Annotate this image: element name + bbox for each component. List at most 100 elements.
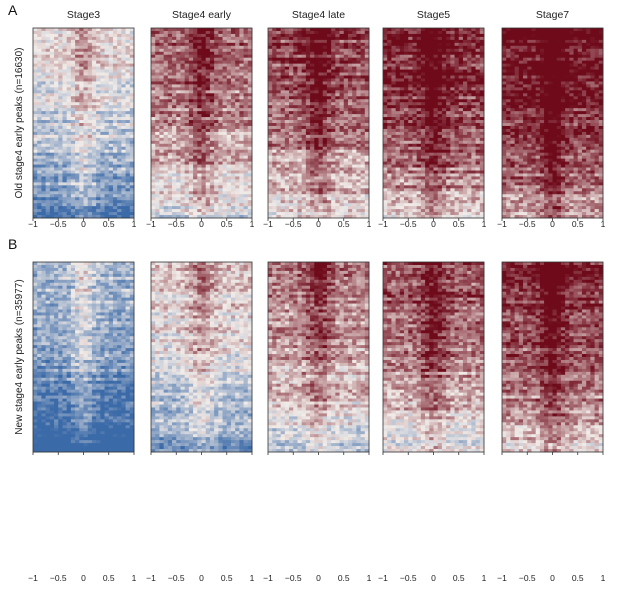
heatmap-cell xyxy=(58,197,63,201)
heatmap-cell xyxy=(310,72,315,76)
heatmap-cell xyxy=(45,155,51,160)
heatmap-cell xyxy=(420,51,426,56)
heatmap-cell xyxy=(176,93,181,97)
heatmap-cell xyxy=(79,48,84,53)
heatmap-cell xyxy=(121,60,126,65)
heatmap-cell xyxy=(339,75,345,79)
heatmap-cell xyxy=(188,188,194,192)
heatmap-cell xyxy=(467,45,472,50)
heatmap-cell xyxy=(209,128,215,133)
heatmap-cell xyxy=(347,203,353,207)
heatmap-cell xyxy=(45,158,51,162)
heatmap-cell xyxy=(335,152,340,157)
heatmap-cell xyxy=(75,170,80,174)
heatmap-cell xyxy=(360,215,366,219)
heatmap-cell xyxy=(347,36,353,41)
heatmap-cell xyxy=(335,111,340,115)
heatmap-cell xyxy=(364,96,370,100)
heatmap-cell xyxy=(163,99,169,103)
heatmap-cell xyxy=(335,66,340,70)
heatmap-cell xyxy=(49,54,55,59)
heatmap-cell xyxy=(188,33,194,38)
heatmap-cell xyxy=(91,164,97,168)
heatmap-cell xyxy=(326,206,332,210)
heatmap-cell xyxy=(66,176,72,180)
heatmap-cell xyxy=(305,212,311,216)
heatmap-cell xyxy=(180,51,186,56)
heatmap-cell xyxy=(383,48,388,53)
heatmap-cell xyxy=(121,182,126,186)
heatmap-cell xyxy=(125,69,131,73)
heatmap-cell xyxy=(247,90,253,94)
heatmap-cell xyxy=(441,48,447,53)
heatmap-cell xyxy=(360,143,366,148)
heatmap-cell xyxy=(41,111,47,115)
heatmap-cell xyxy=(475,42,481,47)
heatmap-cell xyxy=(129,212,135,216)
heatmap-cell xyxy=(293,90,298,94)
heatmap-cell xyxy=(331,108,336,112)
heatmap-cell xyxy=(45,152,51,157)
heatmap-cell xyxy=(104,54,110,59)
heatmap-cell xyxy=(314,143,319,148)
heatmap-cell xyxy=(75,39,80,44)
heatmap-cell xyxy=(322,78,328,82)
heatmap-cell xyxy=(318,99,324,103)
heatmap-cell xyxy=(176,194,181,198)
heatmap-cell xyxy=(151,96,156,100)
heatmap-cell xyxy=(441,28,447,32)
heatmap-cell xyxy=(318,114,324,118)
heatmap-cell xyxy=(420,48,426,53)
heatmap-cell xyxy=(155,102,160,106)
heatmap-cell xyxy=(310,51,315,56)
heatmap-cell xyxy=(205,155,211,160)
heatmap-cell xyxy=(239,131,244,136)
heatmap-cell xyxy=(230,167,236,171)
heatmap-cell xyxy=(297,84,303,88)
heatmap-cell xyxy=(326,167,332,171)
heatmap-cell xyxy=(310,90,315,94)
heatmap-cell xyxy=(104,69,110,73)
heatmap-cell xyxy=(33,30,38,35)
heatmap-cell xyxy=(289,39,294,44)
heatmap-cell xyxy=(70,173,76,177)
heatmap-cell xyxy=(100,111,105,115)
heatmap-cell xyxy=(151,93,156,97)
heatmap-cell xyxy=(326,99,332,103)
heatmap-cell xyxy=(155,51,160,56)
heatmap-cell xyxy=(479,48,485,53)
heatmap-cell xyxy=(356,176,361,180)
heatmap-cell xyxy=(280,78,286,82)
heatmap-cell xyxy=(387,36,392,41)
heatmap-cell xyxy=(172,182,177,186)
heatmap-cell xyxy=(45,140,51,145)
heatmap-cell xyxy=(121,191,126,195)
heatmap-cell xyxy=(188,167,194,171)
heatmap-cell xyxy=(364,146,370,151)
heatmap-cell xyxy=(343,48,349,53)
heatmap-cell xyxy=(326,203,332,207)
heatmap-cell xyxy=(163,176,169,180)
heatmap-cell xyxy=(201,54,207,59)
heatmap-cell xyxy=(209,161,215,165)
heatmap-cell xyxy=(188,215,194,219)
heatmap-cell xyxy=(305,54,311,59)
heatmap-cell xyxy=(297,75,303,79)
heatmap-cell xyxy=(62,185,68,189)
heatmap-cell xyxy=(214,84,219,88)
heatmap-cell xyxy=(129,36,135,41)
heatmap-cell xyxy=(310,111,315,115)
heatmap-cell xyxy=(167,137,173,142)
heatmap-cell xyxy=(104,173,110,177)
heatmap-cell xyxy=(326,194,332,198)
heatmap-cell xyxy=(272,96,277,100)
heatmap-cell xyxy=(96,105,101,109)
heatmap-cell xyxy=(458,39,464,44)
heatmap-cell xyxy=(356,170,361,174)
heatmap-cell xyxy=(117,152,122,157)
heatmap-cell xyxy=(437,42,443,47)
heatmap-cell xyxy=(314,54,319,59)
heatmap-cell xyxy=(155,191,160,195)
heatmap-cell xyxy=(96,128,101,133)
heatmap-cell xyxy=(58,42,63,47)
